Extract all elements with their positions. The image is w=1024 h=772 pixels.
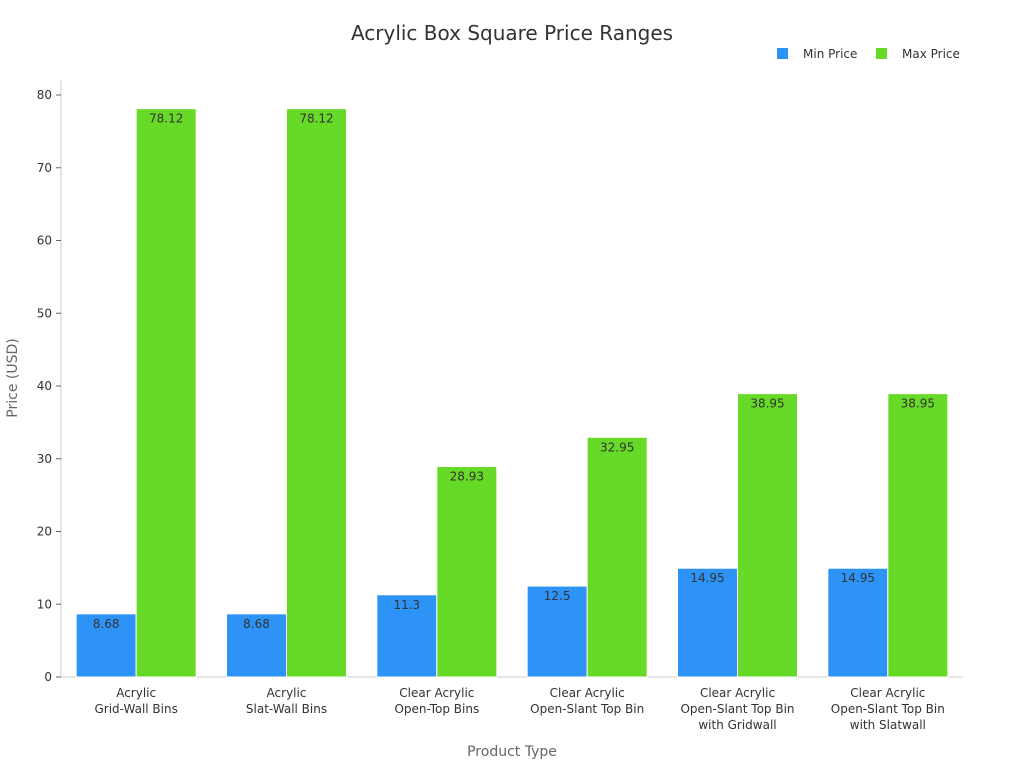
data-label: 14.95 [841,571,875,585]
data-label: 38.95 [901,397,935,411]
bar-max-price [887,393,949,678]
bar-min-price [75,613,137,678]
data-label: 78.12 [149,112,183,126]
data-label: 14.95 [690,571,724,585]
data-label: 12.5 [544,589,571,603]
bar-min-price [827,567,889,678]
legend-label: Max Price [902,47,960,61]
data-label: 38.95 [750,397,784,411]
bar-max-price [436,466,498,678]
y-tick-label: 30 [37,452,52,466]
bar-min-price [526,585,588,678]
x-tick-label: Clear Acrylic Open-Top Bins [394,686,479,716]
y-tick-label: 10 [37,597,52,611]
bar-max-price [737,393,798,678]
x-tick-label: Clear Acrylic Open-Slant Top Bin with Slat… [831,686,945,732]
legend: Min Price Max Price [777,47,960,61]
bar-min-price [226,613,287,678]
data-label: 8.68 [243,617,270,631]
x-tick-label: Clear Acrylic Open-Slant Top Bin [530,686,644,716]
y-tick-label: 40 [37,379,52,393]
y-axis-label: Price (USD) [5,338,21,417]
x-axis-label: Product Type [467,744,557,760]
bar-max-price [135,108,197,678]
y-tick-label: 20 [37,525,52,539]
y-tick-label: 80 [37,88,52,102]
legend-swatch [777,48,788,59]
y-tick-label: 50 [37,306,52,320]
data-label: 8.68 [93,617,120,631]
y-tick-label: 70 [37,161,52,175]
data-label: 11.3 [393,598,420,612]
x-tick-label: Acrylic Slat-Wall Bins [246,686,327,716]
bar-max-price [586,436,648,678]
data-label: 32.95 [600,440,634,454]
data-label: 28.93 [450,470,484,484]
bar-max-price [286,108,347,678]
x-tick-label: Clear Acrylic Open-Slant Top Bin with Grid… [680,686,794,732]
bar-min-price [677,567,738,678]
legend-label: Min Price [803,47,857,61]
x-tick-label: Acrylic Grid-Wall Bins [94,686,177,716]
chart-title: Acrylic Box Square Price Ranges [351,21,673,45]
legend-swatch [876,48,887,59]
y-tick-label: 60 [37,234,52,248]
y-tick-label: 0 [44,670,52,684]
data-label: 78.12 [299,112,333,126]
